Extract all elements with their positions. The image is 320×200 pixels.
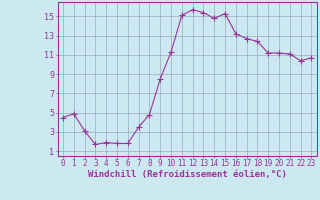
X-axis label: Windchill (Refroidissement éolien,°C): Windchill (Refroidissement éolien,°C) <box>88 170 287 179</box>
